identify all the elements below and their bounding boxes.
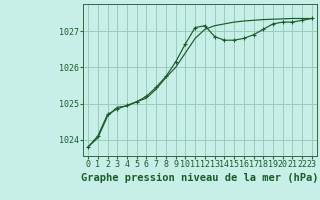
X-axis label: Graphe pression niveau de la mer (hPa): Graphe pression niveau de la mer (hPa) xyxy=(81,173,319,183)
